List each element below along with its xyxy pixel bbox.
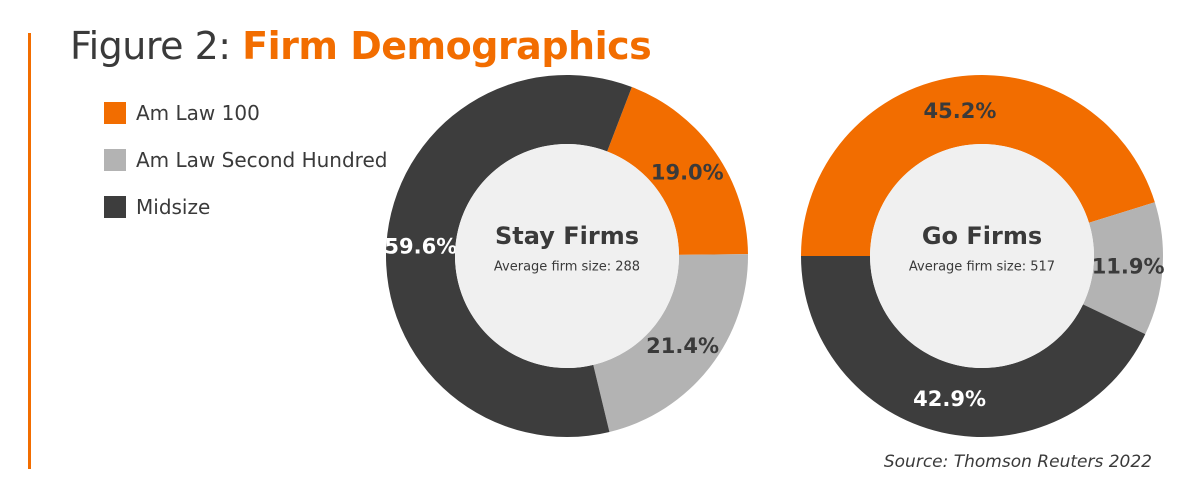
source-note: Source: Thomson Reuters 2022: [883, 452, 1152, 472]
legend-swatch-second-hundred: [104, 149, 126, 171]
donut-center: [870, 144, 1094, 368]
legend-item-midsize: Midsize: [104, 192, 387, 222]
legend-item-am-law-100: Am Law 100: [104, 98, 387, 128]
donut-title: Stay Firms: [495, 222, 639, 250]
legend-label-am-law-100: Am Law 100: [136, 101, 260, 125]
legend-swatch-midsize: [104, 196, 126, 218]
legend-label-second-hundred: Am Law Second Hundred: [136, 148, 388, 172]
slice-label-midsize: 59.6%: [384, 234, 457, 258]
figure-title: Figure 2: Firm Demographics: [70, 22, 652, 70]
slice-midsize: [801, 256, 1146, 437]
donut-subtitle: Average firm size: 288: [494, 260, 640, 275]
legend-label-midsize: Midsize: [136, 195, 211, 219]
slice-label-second-hundred: 11.9%: [1092, 255, 1165, 279]
legend: Am Law 100 Am Law Second Hundred Midsize: [104, 98, 387, 239]
legend-item-second-hundred: Am Law Second Hundred: [104, 145, 387, 175]
slice-label-am-law-100: 45.2%: [924, 99, 997, 123]
donut-subtitle: Average firm size: 517: [909, 260, 1055, 275]
slice-midsize: [385, 75, 632, 438]
donut-go-firms: 45.2% 11.9% 42.9% Go Firms Average firm size…: [801, 75, 1165, 437]
slice-label-second-hundred: 21.4%: [646, 334, 719, 358]
donut-title: Go Firms: [922, 222, 1042, 250]
accent-bar: [28, 33, 31, 469]
legend-swatch-am-law-100: [104, 102, 126, 124]
slice-am-law-100: [801, 75, 1155, 257]
slice-second-hundred: [1083, 202, 1163, 335]
slice-second-hundred: [593, 254, 748, 432]
slice-label-midsize: 42.9%: [913, 387, 986, 411]
slice-label-am-law-100: 19.0%: [651, 160, 724, 184]
donut-center: [455, 144, 679, 368]
donut-stay-firms: 19.0% 21.4% 59.6% Stay Firms Average firm si…: [384, 75, 748, 438]
figure-title-main: Firm Demographics: [242, 24, 652, 68]
slice-am-law-100: [607, 87, 748, 255]
figure-title-prefix: Figure 2:: [70, 24, 243, 68]
